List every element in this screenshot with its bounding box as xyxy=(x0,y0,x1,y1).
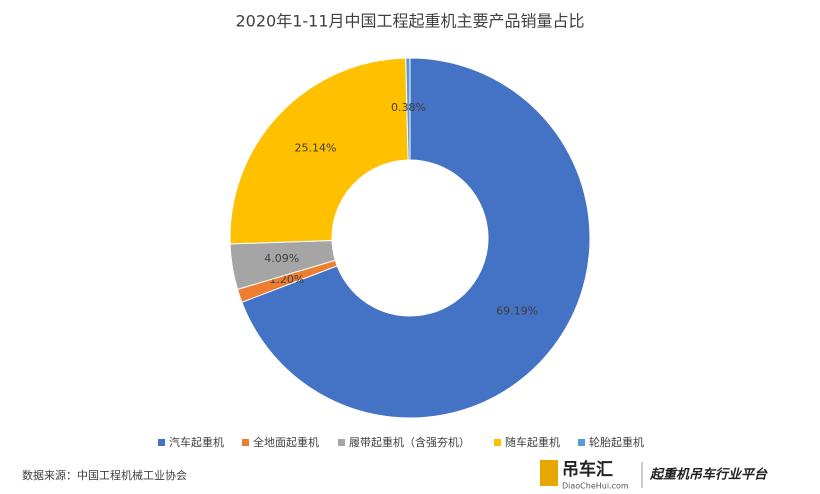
chart-title: 2020年1-11月中国工程起重机主要产品销量占比 xyxy=(235,12,584,31)
legend-swatch xyxy=(578,439,585,446)
legend-label: 随车起重机 xyxy=(505,435,560,449)
logo-url: DiaoCheHui.com xyxy=(562,482,629,491)
legend-label: 汽车起重机 xyxy=(169,435,224,449)
legend-label: 轮胎起重机 xyxy=(589,435,644,449)
logo-text: 吊车汇 xyxy=(562,459,613,480)
donut-slice xyxy=(241,57,591,419)
value-label: 25.14% xyxy=(295,142,337,155)
value-label: 4.09% xyxy=(264,252,299,265)
legend-swatch xyxy=(338,439,345,446)
donut-slice xyxy=(229,57,409,245)
source-note: 数据来源：中国工程机械工业协会 xyxy=(22,468,187,482)
value-label: 0.38% xyxy=(391,101,426,114)
donut-slice xyxy=(405,57,411,161)
slogan: 起重机吊车行业平台 xyxy=(649,467,768,483)
legend-swatch xyxy=(242,439,249,446)
legend-label: 履带起重机（含强夯机） xyxy=(349,435,470,449)
logo-icon xyxy=(540,460,558,486)
legend-label: 全地面起重机 xyxy=(253,435,319,449)
legend-swatch xyxy=(158,439,165,446)
legend-swatch xyxy=(494,439,501,446)
value-label: 69.19% xyxy=(496,305,538,318)
